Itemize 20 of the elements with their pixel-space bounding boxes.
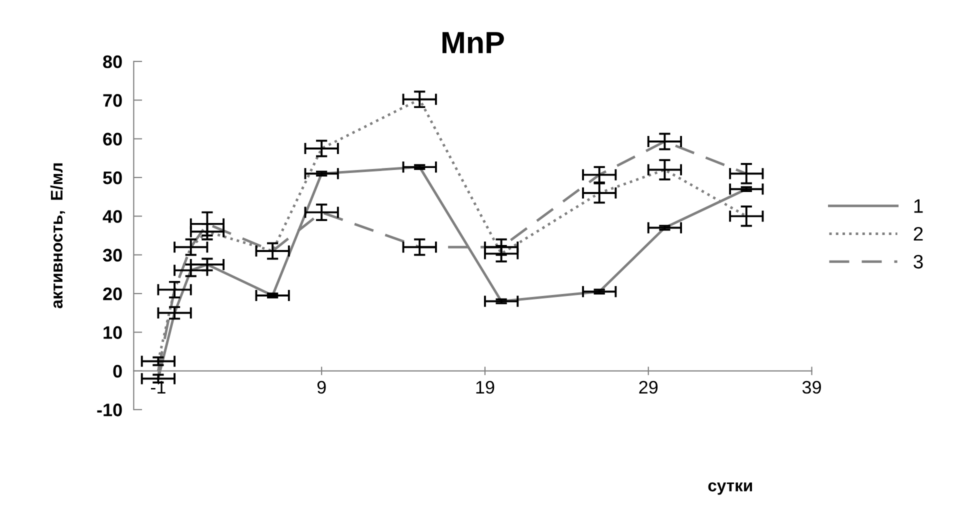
x-tick-label: 9 xyxy=(317,380,326,394)
x-tick-label: 39 xyxy=(802,380,821,394)
y-tick-label: 10 xyxy=(104,326,122,339)
y-tick-label: 40 xyxy=(102,210,122,223)
y-tick-label: 70 xyxy=(103,94,122,107)
y-tick-label: 30 xyxy=(102,248,122,262)
y-tick-label: 0 xyxy=(113,364,122,378)
x-tick-label: 29 xyxy=(639,380,658,394)
chart-title: MnP xyxy=(442,32,504,54)
y-tick-label: 20 xyxy=(103,287,122,300)
x-tick-label: 19 xyxy=(476,380,494,394)
y-tick-label: 80 xyxy=(103,55,122,68)
y-tick-label: 50 xyxy=(103,171,122,184)
y-axis-title: активность, Е/мл xyxy=(50,163,66,308)
legend-label: 1 xyxy=(914,199,923,213)
y-tick-label: 60 xyxy=(103,132,122,146)
x-axis-title: сутки xyxy=(708,482,752,495)
y-tick-label: -10 xyxy=(97,404,122,416)
legend-label: 2 xyxy=(914,226,923,241)
legend-label: 3 xyxy=(914,254,923,269)
